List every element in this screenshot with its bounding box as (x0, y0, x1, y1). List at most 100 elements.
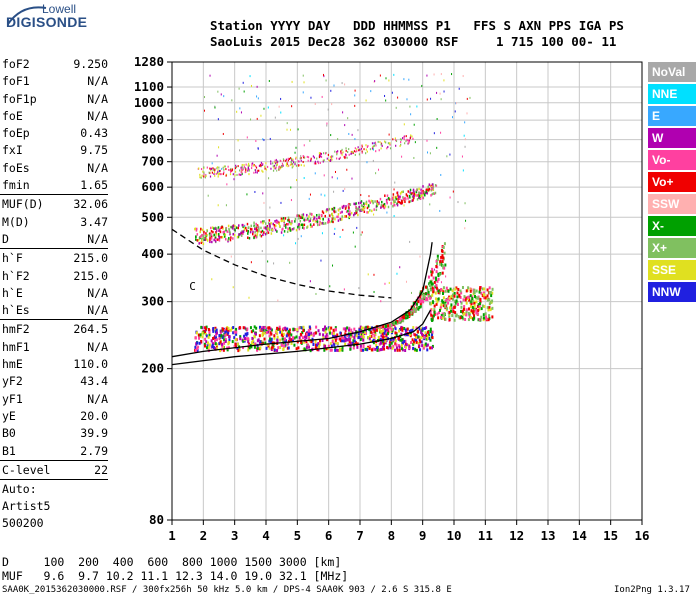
echo-point (432, 290, 435, 294)
echo-point (332, 220, 334, 224)
echo-point (299, 157, 301, 160)
echo-point (322, 211, 325, 215)
echo-point (316, 157, 318, 160)
echo-point (216, 238, 219, 241)
echo-point (355, 150, 357, 153)
file-info-line: SAA0K_2015362030000.RSF / 300fx256h 50 k… (2, 585, 452, 595)
echo-point (263, 231, 265, 234)
echo-point (331, 208, 334, 211)
echo-point (488, 286, 491, 290)
echo-point (417, 307, 420, 311)
echo-point (442, 300, 445, 304)
echo-point (482, 292, 485, 296)
echo-point (446, 155, 448, 158)
echo-point (243, 326, 246, 330)
logo-swoosh-icon (7, 6, 47, 25)
echo-point (400, 325, 403, 329)
echo-point (282, 158, 285, 161)
echo-point (282, 332, 285, 336)
echo-point (219, 230, 222, 234)
echo-point (352, 151, 354, 154)
echo-point (290, 333, 293, 337)
echo-point (439, 308, 442, 312)
echo-point (301, 213, 303, 217)
echo-point (451, 289, 454, 293)
echo-point (451, 73, 453, 76)
echo-point (440, 281, 442, 284)
echo-point (387, 197, 390, 200)
echo-point (318, 213, 320, 217)
echo-point (440, 249, 443, 253)
echo-point (250, 261, 252, 264)
autoscaling-info: Artist5 (2, 499, 51, 514)
echo-point (437, 272, 440, 276)
echo-point (464, 121, 466, 124)
echo-point (204, 238, 207, 242)
echo-point (214, 339, 217, 343)
echo-point (326, 157, 328, 160)
echo-point (218, 146, 220, 149)
echo-point (297, 224, 300, 228)
echo-point (218, 229, 220, 232)
param-name: fmin (2, 178, 30, 193)
echo-point (364, 347, 367, 351)
echo-point (346, 338, 349, 342)
echo-point (212, 230, 214, 234)
echo-point (265, 346, 268, 350)
echo-point (336, 348, 339, 352)
echo-point (244, 171, 246, 174)
echo-point (255, 171, 257, 174)
echo-point (424, 331, 427, 335)
echo-point (418, 194, 421, 198)
y-tick-label: 900 (141, 112, 164, 127)
echo-point (267, 227, 269, 230)
echo-point (361, 326, 364, 330)
echo-point (234, 167, 237, 170)
param-name: foEp (2, 126, 30, 141)
echo-point (383, 202, 386, 206)
echo-point (270, 340, 273, 344)
logo-text-digisonde: DIGISONDE (6, 14, 88, 30)
echo-point (278, 165, 280, 168)
echo-point (267, 328, 270, 332)
echo-point (254, 190, 256, 193)
echo-point (207, 194, 209, 197)
echo-point (454, 287, 457, 291)
echo-point (280, 330, 283, 334)
echo-point (405, 140, 407, 143)
echo-point (217, 233, 220, 236)
echo-point (280, 159, 282, 162)
echo-point (324, 152, 327, 155)
echo-point (217, 90, 219, 93)
echo-point (368, 337, 371, 341)
echo-point (262, 221, 264, 225)
echo-point (399, 195, 401, 199)
echo-point (409, 188, 412, 192)
echo-point (249, 230, 252, 234)
echo-point (223, 232, 225, 236)
echo-point (359, 338, 362, 342)
echo-point (464, 145, 466, 148)
echo-point (224, 165, 226, 168)
echo-point (295, 164, 298, 167)
echo-point (348, 206, 350, 209)
echo-point (380, 330, 383, 334)
echo-point (215, 343, 218, 347)
echo-point (264, 232, 267, 236)
x-tick-label: 13 (540, 528, 555, 543)
echo-point (257, 147, 259, 150)
trace-cluster-O-trace-cusp (375, 242, 447, 329)
echo-point (407, 142, 409, 145)
echo-point (247, 226, 250, 230)
echo-point (284, 223, 286, 227)
echo-point (319, 339, 322, 343)
echo-point (473, 304, 476, 308)
echo-point (397, 194, 399, 197)
echo-point (205, 237, 208, 241)
echo-point (300, 235, 302, 238)
echo-point (436, 118, 438, 121)
echo-point (216, 166, 219, 169)
echo-point (239, 149, 241, 152)
echo-point (433, 132, 435, 135)
echo-point (384, 324, 387, 328)
